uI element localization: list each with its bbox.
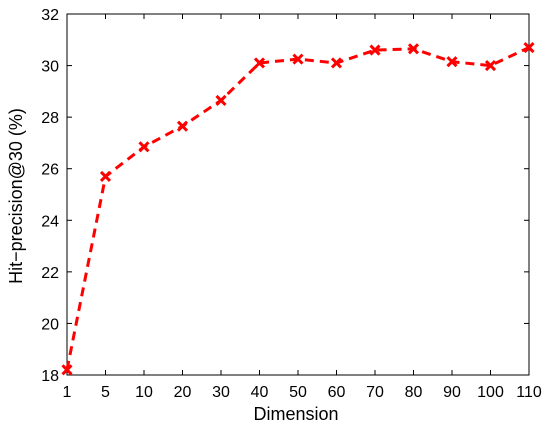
x-tick-label: 10 — [135, 384, 153, 401]
data-point — [446, 56, 458, 68]
x-tick-label: 60 — [328, 384, 346, 401]
data-point — [215, 94, 227, 106]
x-tick-label: 90 — [443, 384, 461, 401]
data-point — [330, 57, 343, 69]
data-point — [176, 120, 189, 132]
y-axis-label: Hit−precision@30 (%) — [6, 108, 26, 284]
x-tick-label: 1 — [63, 384, 72, 401]
x-tick-label: 5 — [101, 384, 110, 401]
x-tick-label: 70 — [366, 384, 384, 401]
x-tick-label: 100 — [477, 384, 504, 401]
y-tick-label: 22 — [41, 265, 59, 282]
series-line — [65, 46, 530, 371]
y-tick-label: 30 — [41, 59, 59, 76]
y-tick-label: 24 — [41, 213, 59, 230]
y-tick-label: 20 — [41, 316, 59, 333]
x-tick-label: 20 — [174, 384, 192, 401]
data-point — [253, 57, 266, 69]
data-point — [407, 43, 420, 55]
x-tick-label: 80 — [405, 384, 423, 401]
data-point — [99, 170, 112, 183]
x-axis-label: Dimension — [253, 404, 338, 424]
plot-area: 18 20 22 24 26 28 30 32 1 5 10 20 30 40 50 60 70 80 90 100 1… — [41, 7, 542, 401]
data-point — [369, 44, 381, 56]
plot-frame — [66, 13, 530, 376]
data-point — [61, 364, 73, 376]
x-tick-label: 110 — [516, 384, 542, 401]
data-point — [523, 41, 535, 54]
x-tick-label: 40 — [251, 384, 269, 401]
y-tick-label: 26 — [41, 162, 59, 179]
x-tick-label: 30 — [212, 384, 230, 401]
y-tick-label: 28 — [41, 110, 59, 127]
data-point — [292, 53, 304, 65]
x-tick-label: 50 — [289, 384, 307, 401]
data-point — [138, 141, 150, 153]
y-tick-label: 18 — [41, 368, 59, 385]
y-tick-label: 32 — [41, 7, 59, 24]
data-point — [484, 60, 497, 72]
